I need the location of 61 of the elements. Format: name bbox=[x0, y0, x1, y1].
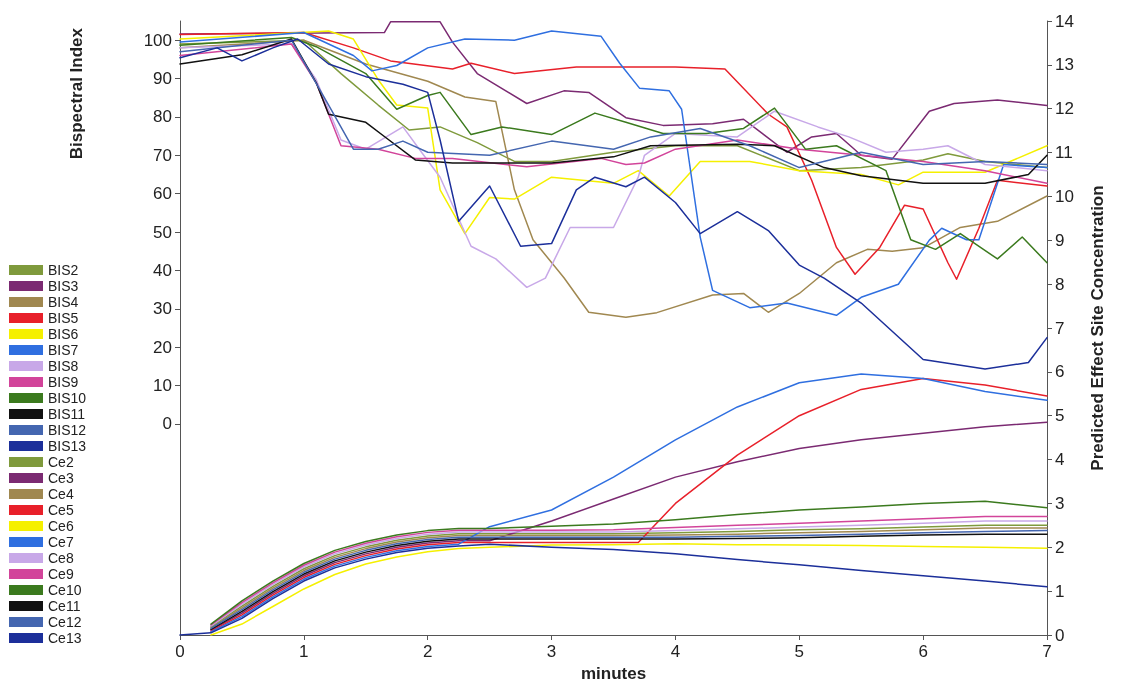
y2-tick-label: 6 bbox=[1055, 362, 1065, 382]
legend-label: Ce11 bbox=[48, 598, 81, 614]
legend-label: Ce8 bbox=[48, 550, 74, 566]
y-tick-label: 20 bbox=[153, 337, 172, 357]
y-tick-label: 0 bbox=[162, 414, 172, 434]
y2-tick-label: 14 bbox=[1055, 11, 1074, 31]
y2-tick-label: 5 bbox=[1055, 406, 1065, 426]
legend-label: BIS10 bbox=[48, 390, 87, 406]
legend-label: BIS13 bbox=[48, 438, 87, 454]
x-tick-label: 5 bbox=[794, 642, 805, 661]
y2-tick-label: 3 bbox=[1055, 493, 1065, 513]
legend-label: BIS6 bbox=[48, 326, 79, 342]
legend-label: BIS5 bbox=[48, 310, 79, 326]
y-tick-label: 70 bbox=[153, 145, 172, 165]
y-tick-label: 50 bbox=[153, 222, 172, 242]
x-tick-label: 4 bbox=[670, 642, 681, 661]
legend-label: Ce13 bbox=[48, 630, 82, 646]
y2-axis-title: Predicted Effect Site Concentration bbox=[1088, 185, 1107, 471]
y2-tick-label: 0 bbox=[1055, 625, 1065, 645]
x-tick-label: 0 bbox=[175, 642, 185, 661]
legend-label: BIS9 bbox=[48, 374, 79, 390]
legend-label: BIS3 bbox=[48, 278, 79, 294]
legend-label: Ce3 bbox=[48, 470, 74, 486]
legend-label: Ce10 bbox=[48, 582, 82, 598]
legend-label: BIS12 bbox=[48, 422, 87, 438]
legend-label: Ce6 bbox=[48, 518, 74, 534]
y2-tick-label: 10 bbox=[1055, 186, 1074, 206]
x-axis-title: minutes bbox=[580, 664, 647, 683]
y-tick-label: 100 bbox=[143, 30, 172, 50]
y2-tick-label: 4 bbox=[1055, 450, 1065, 470]
y-axis-title: Bispectral Index bbox=[67, 27, 86, 160]
legend-label: BIS7 bbox=[48, 342, 79, 358]
y-tick-label: 60 bbox=[153, 184, 172, 204]
legend-label: BIS8 bbox=[48, 358, 79, 374]
y-tick-label: 80 bbox=[153, 107, 172, 127]
y2-tick-label: 1 bbox=[1055, 581, 1065, 601]
y2-tick-label: 13 bbox=[1055, 55, 1074, 75]
y2-tick-label: 11 bbox=[1055, 143, 1073, 163]
legend-label: Ce7 bbox=[48, 534, 74, 550]
legend-label: Ce5 bbox=[48, 502, 74, 518]
y-tick-label: 40 bbox=[153, 260, 172, 280]
y-tick-label: 30 bbox=[153, 299, 172, 319]
y2-tick-label: 8 bbox=[1055, 274, 1065, 294]
y2-tick-label: 2 bbox=[1055, 537, 1065, 557]
y-tick-label: 90 bbox=[153, 69, 172, 89]
legend-label: BIS11 bbox=[48, 406, 86, 422]
legend-label: Ce4 bbox=[48, 486, 74, 502]
x-tick-label: 6 bbox=[918, 642, 928, 661]
y2-tick-label: 12 bbox=[1055, 99, 1074, 119]
legend-label: BIS4 bbox=[48, 294, 79, 310]
legend-label: Ce2 bbox=[48, 454, 74, 470]
legend-label: Ce9 bbox=[48, 566, 74, 582]
x-tick-label: 7 bbox=[1042, 642, 1052, 661]
legend-label: BIS2 bbox=[48, 262, 79, 278]
x-tick-label: 2 bbox=[422, 642, 433, 661]
y-tick-label: 10 bbox=[153, 376, 172, 396]
y2-tick-label: 7 bbox=[1055, 318, 1065, 338]
x-tick-label: 1 bbox=[299, 642, 309, 661]
legend-label: Ce12 bbox=[48, 614, 82, 630]
y2-tick-label: 9 bbox=[1055, 230, 1065, 250]
x-tick-label: 3 bbox=[546, 642, 557, 661]
